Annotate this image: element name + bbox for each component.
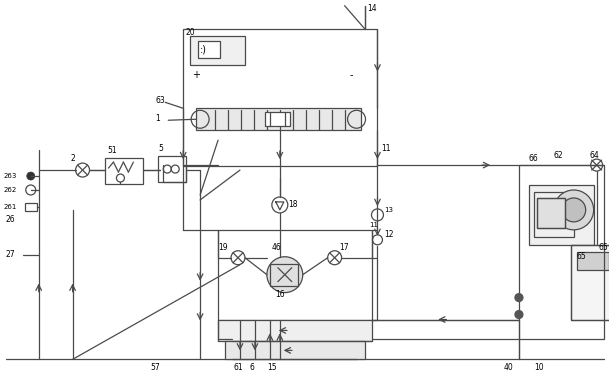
Bar bbox=[158, 156, 186, 182]
Text: 26: 26 bbox=[6, 215, 15, 224]
Text: 6: 6 bbox=[250, 363, 255, 372]
Circle shape bbox=[515, 310, 523, 319]
Text: 40: 40 bbox=[504, 363, 514, 372]
Bar bbox=[106, 158, 143, 184]
Text: 11: 11 bbox=[370, 222, 378, 228]
Text: 5: 5 bbox=[158, 144, 163, 153]
Text: 15: 15 bbox=[267, 363, 276, 372]
Text: 11: 11 bbox=[381, 144, 391, 153]
Bar bbox=[537, 198, 565, 228]
Bar bbox=[576, 252, 609, 270]
Text: +: + bbox=[192, 70, 200, 80]
Bar bbox=[198, 40, 220, 58]
Bar bbox=[218, 230, 373, 319]
Bar bbox=[529, 185, 594, 245]
Bar bbox=[225, 341, 365, 359]
Text: 17: 17 bbox=[340, 243, 350, 252]
Text: 262: 262 bbox=[4, 187, 17, 193]
Text: -: - bbox=[350, 70, 353, 80]
Bar bbox=[190, 36, 245, 65]
Bar bbox=[270, 264, 298, 286]
Text: 51: 51 bbox=[107, 145, 117, 154]
Bar bbox=[534, 192, 574, 237]
Text: 57: 57 bbox=[150, 363, 160, 372]
Bar bbox=[571, 245, 610, 319]
Text: 65: 65 bbox=[576, 252, 586, 261]
Text: 61: 61 bbox=[233, 363, 243, 372]
Text: 63: 63 bbox=[156, 96, 165, 105]
Bar bbox=[196, 108, 361, 130]
Bar bbox=[571, 245, 610, 319]
Text: 19: 19 bbox=[218, 243, 228, 252]
Text: 1: 1 bbox=[156, 114, 160, 123]
Text: 12: 12 bbox=[384, 230, 394, 239]
Text: 64: 64 bbox=[590, 151, 600, 160]
Text: 27: 27 bbox=[6, 250, 15, 259]
Bar bbox=[265, 112, 290, 126]
Bar bbox=[537, 198, 565, 228]
Text: 66: 66 bbox=[529, 154, 539, 163]
Text: 263: 263 bbox=[4, 173, 17, 179]
Text: 14: 14 bbox=[367, 4, 377, 13]
Text: 16: 16 bbox=[275, 290, 284, 299]
Text: 10: 10 bbox=[534, 363, 544, 372]
Circle shape bbox=[515, 294, 523, 301]
Circle shape bbox=[562, 198, 586, 222]
Text: 62: 62 bbox=[554, 151, 564, 160]
Bar bbox=[183, 28, 378, 166]
Text: 261: 261 bbox=[4, 204, 17, 210]
Bar bbox=[519, 165, 604, 340]
Text: 46: 46 bbox=[272, 243, 282, 252]
Bar bbox=[25, 203, 37, 211]
Text: 20: 20 bbox=[185, 28, 195, 37]
Text: 2: 2 bbox=[71, 154, 76, 163]
Text: 18: 18 bbox=[288, 200, 297, 209]
Text: 65: 65 bbox=[598, 243, 608, 252]
Circle shape bbox=[554, 190, 594, 230]
Text: :): :) bbox=[200, 45, 207, 55]
Circle shape bbox=[27, 172, 35, 180]
Circle shape bbox=[267, 257, 303, 292]
Text: 13: 13 bbox=[384, 207, 393, 213]
Bar bbox=[218, 319, 373, 341]
